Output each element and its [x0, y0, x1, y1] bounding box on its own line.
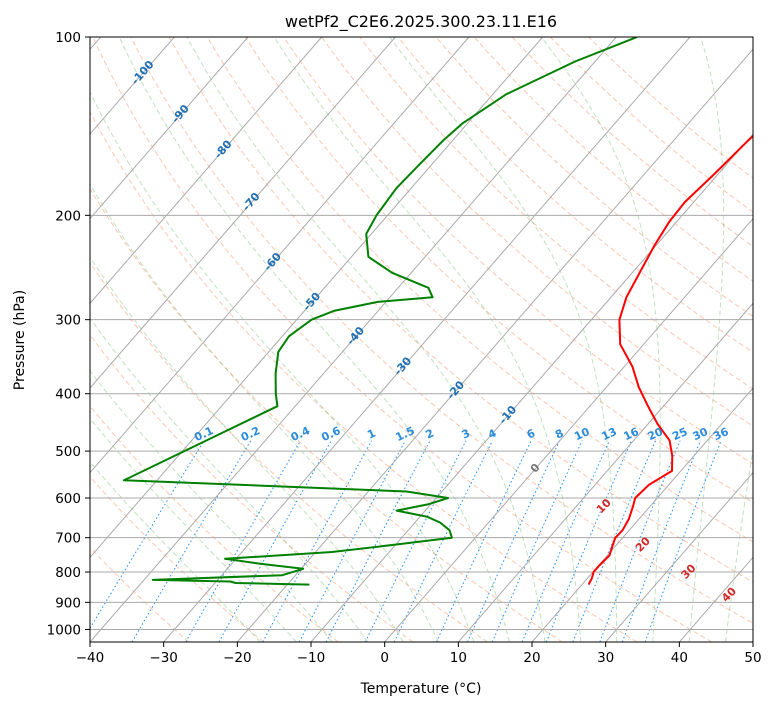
moist-adiabat — [186, 37, 546, 642]
isotherm-line — [531, 387, 753, 642]
isotherm-line — [90, 37, 617, 642]
y-tick-label: 200 — [55, 208, 81, 224]
dry-adiabat — [90, 476, 264, 642]
moist-adiabat — [725, 446, 753, 642]
moist-adiabat — [541, 37, 661, 642]
mixing-ratio-label: 30 — [691, 425, 711, 443]
mixing-ratio-label: 20 — [646, 425, 666, 443]
y-tick-label: 900 — [55, 595, 81, 611]
moist-adiabat — [688, 37, 725, 642]
temperature-profile-line — [587, 134, 753, 586]
dry-adiabat — [90, 110, 638, 642]
dry-adiabat — [90, 187, 563, 642]
dry-adiabat — [359, 37, 753, 390]
mixing-ratio-line — [90, 440, 205, 630]
mixing-ratio-label: 13 — [600, 425, 619, 443]
y-tick-label: 100 — [55, 30, 81, 46]
mixing-ratio-line — [467, 440, 561, 642]
x-tick-label: 40 — [671, 650, 688, 666]
x-tick-label: 30 — [597, 650, 614, 666]
moist-adiabat — [90, 370, 333, 642]
isotherm-line — [457, 302, 753, 642]
mixing-ratio-line — [545, 440, 632, 642]
y-axis-ticks: 100 200 300 400 500 600 700 800 900 1000 — [47, 30, 90, 638]
data-series — [122, 37, 753, 586]
mixing-ratio-line — [131, 440, 252, 642]
moist-adiabat — [90, 317, 369, 642]
moist-adiabat — [90, 417, 297, 642]
isotherm-line — [90, 37, 323, 305]
moist-adiabat — [90, 461, 261, 642]
isotherm-line — [90, 37, 249, 220]
dry-adiabat — [90, 405, 339, 642]
moist-adiabat — [90, 256, 404, 642]
dry-adiabat — [435, 37, 753, 318]
dry-adiabat — [168, 37, 753, 583]
mixing-ratio-label: 16 — [622, 425, 642, 443]
x-axis-label: Temperature (°C) — [360, 681, 482, 697]
moist-adiabat — [90, 90, 475, 642]
x-tick-label: 50 — [744, 650, 761, 666]
mixing-ratio-line — [364, 440, 467, 642]
x-tick-label: −40 — [76, 650, 105, 666]
mixing-ratio-line — [262, 440, 373, 642]
moist-adiabat — [90, 183, 439, 642]
x-tick-label: 0 — [380, 650, 389, 666]
isotherm-line — [163, 37, 691, 642]
dry-adiabat — [90, 261, 488, 642]
isotherm-line — [236, 48, 753, 642]
mixing-ratio-line — [491, 440, 583, 642]
isotherm-line — [605, 471, 753, 642]
mixing-ratio-label: 10 — [572, 425, 592, 443]
y-tick-label: 800 — [55, 565, 81, 581]
mixing-ratio-line — [393, 440, 493, 642]
chart-title: wetPf2_C2E6.2025.300.23.11.E16 — [285, 12, 557, 32]
dry-adiabat — [130, 37, 753, 624]
y-tick-label: 600 — [55, 491, 81, 507]
y-tick-label: 300 — [55, 313, 81, 329]
dry-adiabat — [92, 37, 712, 642]
y-axis-label: Pressure (hPa) — [12, 290, 28, 390]
moist-adiabat — [118, 37, 510, 642]
isotherm-line — [90, 37, 396, 389]
x-tick-label: −20 — [223, 650, 252, 666]
dry-adiabat — [244, 37, 753, 504]
dry-adiabat — [321, 37, 753, 427]
isotherm-line — [90, 37, 544, 559]
mixing-ratio-line — [521, 440, 610, 642]
mixing-ratio-label: 36 — [711, 425, 731, 443]
dry-adiabat — [206, 37, 753, 543]
x-tick-label: 20 — [523, 650, 540, 666]
isotherm-line — [384, 217, 753, 642]
dewpoint-profile-line — [122, 37, 638, 586]
y-tick-label: 1000 — [47, 622, 81, 638]
y-tick-label: 700 — [55, 531, 81, 547]
x-tick-label: −30 — [149, 650, 178, 666]
x-axis-ticks: −40 −30 −20 −10 0 10 20 30 40 50 — [76, 642, 762, 666]
plot-frame — [89, 36, 754, 643]
y-tick-label: 400 — [55, 387, 81, 403]
x-tick-label: 10 — [450, 650, 467, 666]
y-tick-label: 500 — [55, 444, 81, 460]
x-tick-label: −10 — [297, 650, 326, 666]
background-lines — [90, 37, 753, 642]
mixing-ratio-line — [644, 440, 722, 642]
isotherm-line — [90, 37, 470, 474]
mixing-ratio-label: 25 — [670, 425, 689, 443]
